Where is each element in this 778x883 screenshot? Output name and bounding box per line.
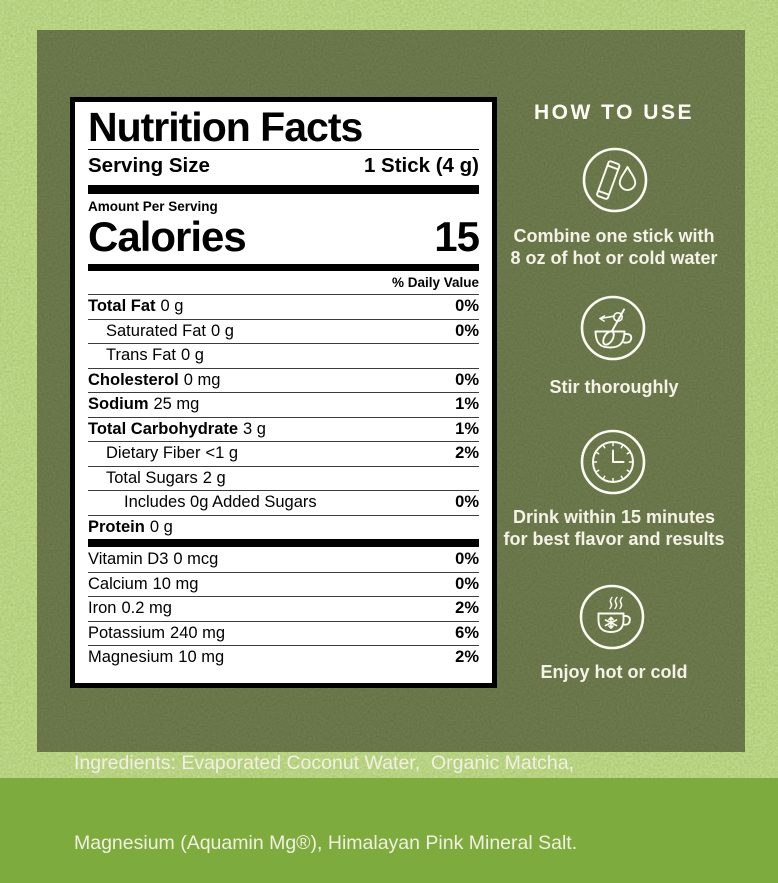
serving-size-row: Serving Size 1 Stick (4 g)	[88, 149, 479, 185]
vitamin-row-magnesium: Magnesium 10 mg 2%	[88, 645, 479, 670]
thick-divider-bar	[88, 185, 479, 194]
ingredients-line-2: Magnesium (Aquamin Mg®), Himalayan Pink …	[74, 831, 578, 854]
nutrient-row-cholesterol: Cholesterol 0 mg 0%	[88, 367, 479, 393]
step-caption-drink: Drink within 15 minutes for best flavor …	[503, 507, 725, 549]
serving-size-value: 1 Stick (4 g)	[363, 154, 479, 177]
step-caption-enjoy: Enjoy hot or cold	[540, 662, 688, 682]
vitamin-row-potassium: Potassium 240 mg 6%	[88, 620, 479, 646]
nutrient-row-added-sugars: Includes 0g Added Sugars 0%	[88, 490, 479, 515]
nutrient-row-total-fat: Total Fat 0 g 0%	[88, 294, 479, 319]
calories-value: 15	[434, 213, 480, 260]
nutrient-row-trans-fat: Trans Fat 0 g	[88, 343, 479, 368]
nutrient-row-protein: Protein 0 g	[88, 514, 479, 540]
clock-icon	[580, 429, 646, 495]
nutrient-row-total-carbohydrate: Total Carbohydrate 3 g 1%	[88, 416, 479, 442]
how-to-use-title: HOW TO USE	[534, 101, 694, 124]
step-caption-stir: Stir thoroughly	[549, 377, 679, 397]
nutrient-row-sodium: Sodium 25 mg 1%	[88, 392, 479, 417]
calories-label: Calories	[88, 213, 247, 260]
stir-cup-spoon-icon	[580, 295, 646, 361]
ingredients-line-1: Ingredients: Evaporated Coconut Water, O…	[74, 752, 575, 774]
step-caption-combine: Combine one stick with 8 oz of hot or co…	[510, 226, 718, 268]
serving-size-label: Serving Size	[88, 154, 210, 177]
vitamin-row-calcium: Calcium 10 mg 0%	[88, 571, 479, 597]
nutrition-facts-panel: Nutrition Facts Serving Size 1 Stick (4 …	[70, 97, 497, 688]
thick-divider-bar	[88, 539, 479, 547]
nutrient-row-saturated-fat: Saturated Fat 0 g 0%	[88, 318, 479, 344]
stick-and-water-drop-icon	[582, 147, 648, 213]
nutrition-facts-title: Nutrition Facts	[88, 104, 363, 150]
hot-cold-cup-icon	[579, 584, 645, 650]
daily-value-header: % Daily Value	[391, 275, 479, 290]
thick-divider-bar	[88, 264, 479, 271]
ingredients-text: Ingredients: Evaporated Coconut Water, O…	[74, 697, 714, 883]
nutrient-row-dietary-fiber: Dietary Fiber <1 g 2%	[88, 441, 479, 466]
vitamin-row-vitamin-d3: Vitamin D3 0 mcg 0%	[88, 549, 479, 568]
nutrient-row-total-sugars: Total Sugars 2 g	[88, 465, 479, 491]
amount-per-serving-label: Amount Per Serving	[88, 199, 218, 214]
calories-row: Calories 15	[88, 213, 480, 264]
vitamin-row-iron: Iron 0.2 mg 2%	[88, 596, 479, 621]
